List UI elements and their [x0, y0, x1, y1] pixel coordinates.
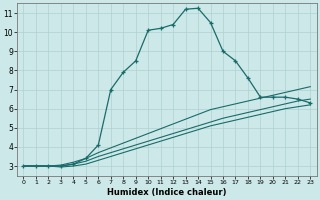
X-axis label: Humidex (Indice chaleur): Humidex (Indice chaleur): [107, 188, 227, 197]
